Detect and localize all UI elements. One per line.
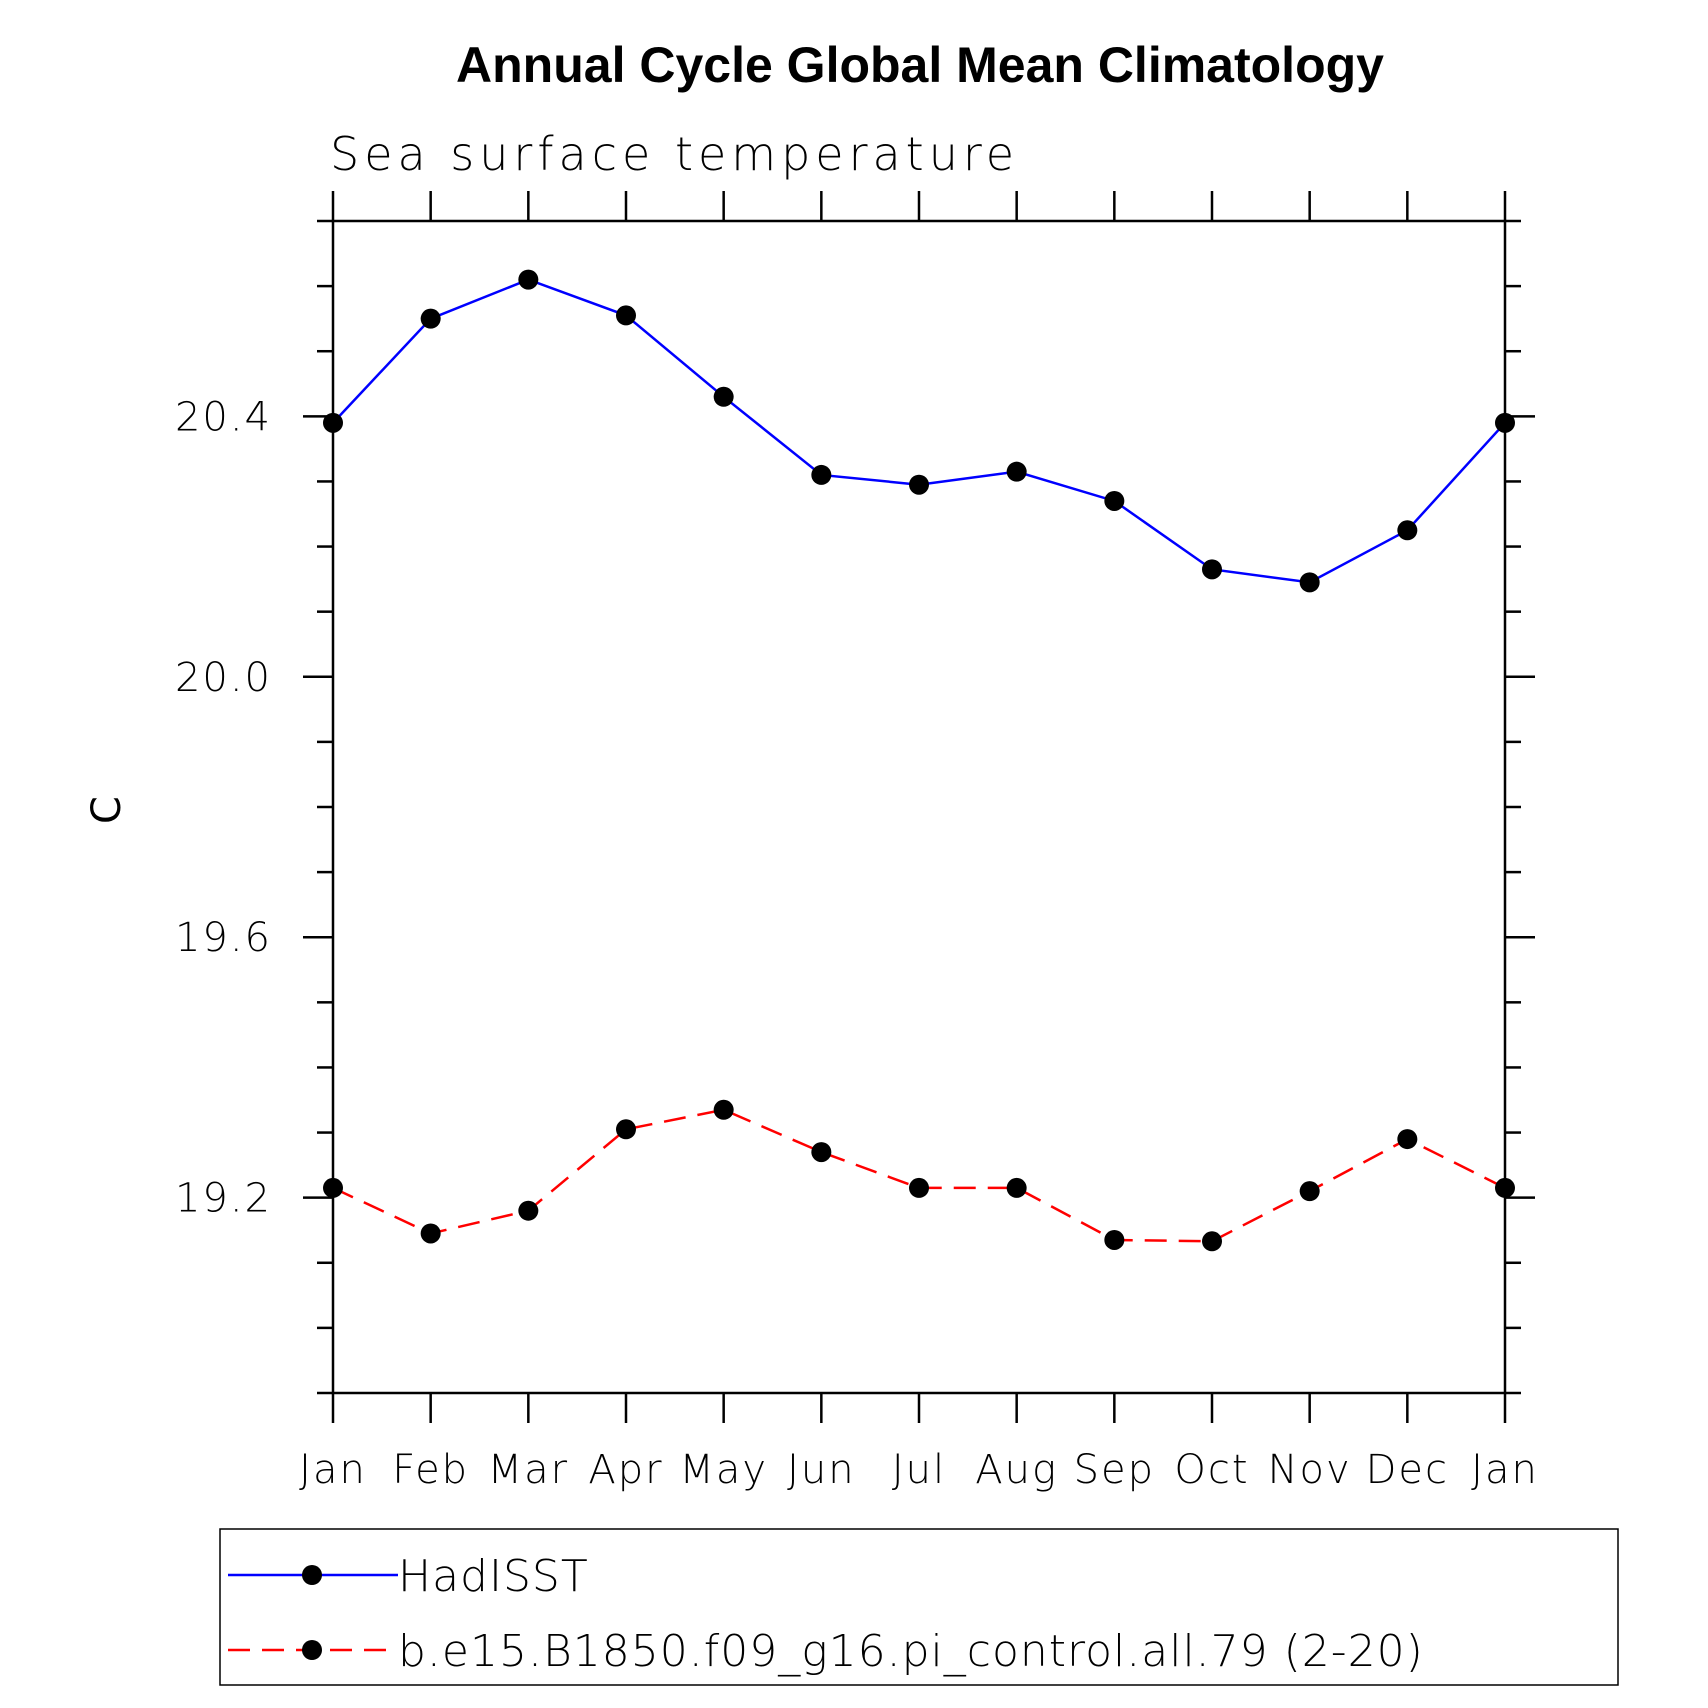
legend-entries: HadISST b.e15.B1850.f09_g16.pi_control.al… [228,1551,1424,1677]
y-tick-label: 19.2 [175,1176,272,1222]
x-tick-label: Jun [787,1447,856,1493]
data-point [1495,1177,1515,1198]
series-layer [323,269,1515,1252]
data-point [1299,572,1320,593]
data-point [518,1200,539,1221]
data-point [1104,1229,1125,1250]
y-tick-label: 19.6 [175,915,272,961]
data-point [323,1177,343,1198]
data-point [518,269,539,290]
legend-entry: b.e15.B1850.f09_g16.pi_control.all.79 (2… [228,1626,1424,1677]
x-tick-label: Nov [1268,1447,1352,1493]
series-line [332,1108,1506,1243]
data-point [811,464,832,485]
x-tick-label: Mar [488,1447,569,1493]
legend: HadISST b.e15.B1850.f09_g16.pi_control.al… [219,1528,1619,1686]
data-point [616,1119,636,1140]
data-point [909,1177,929,1198]
x-tick-label: Jan [299,1447,367,1493]
y-tick-label: 20.4 [175,394,272,440]
x-tick-label: Feb [392,1447,469,1493]
chart-title: Annual Cycle Global Mean Climatology [456,37,1384,93]
data-point [1299,1181,1320,1202]
x-tick-label: Oct [1174,1447,1249,1493]
x-tick-label: Dec [1366,1447,1449,1493]
chart-subtitle: Sea surface temperature [330,127,1019,181]
legend-label: b.e15.B1850.f09_g16.pi_control.all.79 (2… [398,1626,1424,1677]
y-axis-label: C [84,796,130,824]
data-point [713,386,734,407]
x-tick-label: May [679,1447,768,1493]
plot-frame [331,219,1507,1395]
x-tick-label: Jul [892,1447,946,1493]
data-point [323,412,343,433]
data-point [811,1142,832,1163]
data-point [909,474,929,495]
data-point [616,305,636,326]
data-point [1006,1177,1027,1198]
x-tick-label: Jan [1471,1447,1539,1493]
data-point [420,308,441,329]
legend-box [219,1528,1619,1686]
series-line [332,278,1506,584]
data-point [1495,412,1515,433]
x-tick-label: Sep [1074,1447,1155,1493]
x-tick-label: Apr [588,1447,663,1493]
legend-label: HadISST [398,1551,589,1602]
data-point [1202,1231,1222,1252]
ticks-layer [303,191,1535,1423]
series-2 [323,1099,1515,1252]
x-tick-label: Aug [975,1447,1058,1493]
y-tick-label: 20.0 [175,655,272,701]
legend-marker [302,1640,322,1660]
legend-entry: HadISST [228,1551,589,1602]
data-point [1104,490,1125,511]
series-1 [323,269,1515,593]
data-point [420,1223,441,1244]
data-point [1397,520,1418,541]
x-tick-labels: Jan Feb Mar Apr May Jun Jul Aug Sep Oct Nov Dec Jan [299,1447,1539,1493]
legend-marker [302,1565,322,1585]
y-tick-labels: 19.2 19.6 20.0 20.4 [175,394,272,1222]
data-point [713,1099,734,1120]
data-point [1202,559,1222,580]
data-point [1006,461,1027,482]
data-point [1397,1129,1418,1150]
